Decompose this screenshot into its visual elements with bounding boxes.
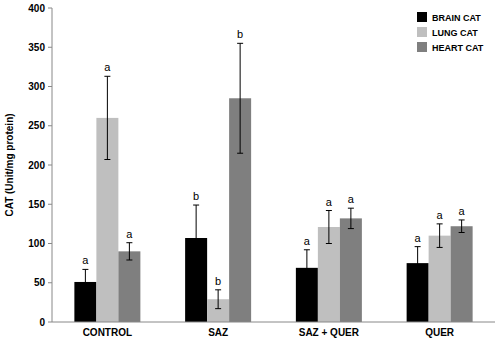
legend-label: HEART CAT <box>432 43 484 53</box>
x-tick-label: SAZ + QUER <box>299 327 360 338</box>
annotation: a <box>304 235 311 247</box>
y-tick-label: 300 <box>28 81 45 92</box>
annotation: a <box>415 232 422 244</box>
error-stem <box>439 224 440 248</box>
error-bar <box>415 247 421 280</box>
error-cap <box>237 153 243 154</box>
annotation: b <box>193 190 199 202</box>
y-tick-label: 200 <box>28 160 45 171</box>
y-tick <box>48 47 52 48</box>
error-cap <box>82 294 88 295</box>
error-cap <box>304 285 310 286</box>
error-stem <box>129 243 130 260</box>
error-bar <box>215 290 221 309</box>
y-tick <box>48 8 52 9</box>
annotation: a <box>82 254 89 266</box>
error-stem <box>196 205 197 271</box>
error-cap <box>348 228 354 229</box>
error-cap <box>193 270 199 271</box>
error-cap <box>415 246 421 247</box>
plot-area <box>74 43 472 322</box>
y-tick <box>48 125 52 126</box>
annotation: a <box>126 228 133 240</box>
y-tick-label: 400 <box>28 3 45 14</box>
error-stem <box>240 43 241 153</box>
error-cap <box>193 205 199 206</box>
error-cap <box>459 232 465 233</box>
error-stem <box>328 211 329 244</box>
error-stem <box>218 290 219 309</box>
error-bar <box>193 205 199 271</box>
x-axis-line <box>52 322 495 323</box>
x-tick-label: CONTROL <box>83 327 132 338</box>
error-cap <box>326 210 332 211</box>
bar <box>429 236 451 322</box>
error-bar <box>304 250 310 286</box>
error-bar <box>82 269 88 294</box>
annotation: a <box>326 196 333 208</box>
error-bar <box>459 220 465 233</box>
error-bar <box>104 76 110 159</box>
bar <box>340 218 362 322</box>
annotation: a <box>459 205 466 217</box>
error-cap <box>126 259 132 260</box>
error-stem <box>350 208 351 228</box>
error-cap <box>104 159 110 160</box>
error-cap <box>82 269 88 270</box>
error-bar <box>126 243 132 260</box>
y-tick-label: 150 <box>28 199 45 210</box>
y-tick <box>48 204 52 205</box>
y-tick-label: 100 <box>28 238 45 249</box>
error-cap <box>304 249 310 250</box>
x-tick-label: SAZ <box>208 327 228 338</box>
annotation: b <box>237 28 243 40</box>
y-tick-label: 350 <box>28 42 45 53</box>
legend-swatch <box>417 12 427 22</box>
bar <box>118 251 140 322</box>
y-tick <box>48 322 52 323</box>
error-cap <box>126 242 132 243</box>
error-stem <box>461 220 462 233</box>
bar <box>451 226 473 322</box>
y-tick <box>48 165 52 166</box>
error-stem <box>85 269 86 294</box>
error-stem <box>306 250 307 286</box>
error-bar <box>348 208 354 228</box>
error-bar <box>237 43 243 153</box>
annotation: b <box>215 275 221 287</box>
error-cap <box>437 247 443 248</box>
error-stem <box>417 247 418 280</box>
error-stem <box>107 76 108 159</box>
error-cap <box>326 243 332 244</box>
error-cap <box>415 279 421 280</box>
y-tick-label: 50 <box>34 277 46 288</box>
error-cap <box>215 289 221 290</box>
legend-label: BRAIN CAT <box>432 13 481 23</box>
error-cap <box>348 208 354 209</box>
y-axis-title: CAT (Unit/mg protein) <box>4 113 15 216</box>
y-tick <box>48 243 52 244</box>
annotation: a <box>437 209 444 221</box>
y-tick <box>48 86 52 87</box>
y-tick-label: 0 <box>39 317 45 328</box>
annotation: a <box>104 61 111 73</box>
error-cap <box>104 76 110 77</box>
error-cap <box>437 223 443 224</box>
legend-label: LUNG CAT <box>432 28 478 38</box>
x-tick-label: QUER <box>425 327 455 338</box>
error-bar <box>326 211 332 244</box>
annotation: a <box>348 193 355 205</box>
chart: a b a a a b a a a b a a 0 50 100 150 200 250 300 350 400 CONT… <box>0 0 500 341</box>
error-cap <box>237 43 243 44</box>
error-cap <box>459 219 465 220</box>
legend-swatch <box>417 27 427 37</box>
error-cap <box>215 308 221 309</box>
y-tick-label: 250 <box>28 120 45 131</box>
legend-swatch <box>417 42 427 52</box>
error-bar <box>437 224 443 248</box>
legend: BRAIN CAT LUNG CAT HEART CAT <box>417 12 484 53</box>
y-tick <box>48 282 52 283</box>
